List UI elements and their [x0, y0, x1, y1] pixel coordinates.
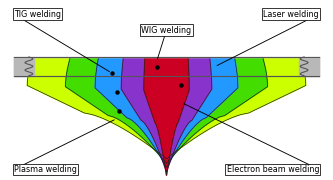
Text: WIG welding: WIG welding: [142, 26, 191, 35]
Polygon shape: [95, 57, 238, 167]
Text: TIG welding: TIG welding: [14, 10, 61, 19]
Polygon shape: [144, 57, 189, 175]
Polygon shape: [66, 57, 267, 163]
Text: Laser welding: Laser welding: [263, 10, 319, 19]
Polygon shape: [121, 57, 212, 172]
Polygon shape: [27, 57, 306, 159]
Text: Electron beam welding: Electron beam welding: [226, 165, 319, 174]
Text: Plasma welding: Plasma welding: [14, 165, 77, 174]
